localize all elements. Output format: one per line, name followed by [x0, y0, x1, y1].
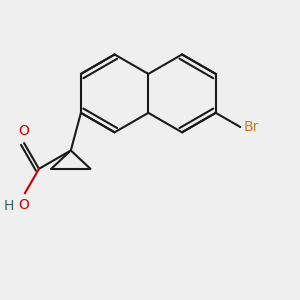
Text: O: O — [18, 198, 29, 212]
Text: O: O — [19, 124, 29, 138]
Text: Br: Br — [244, 120, 259, 134]
Text: H: H — [4, 199, 14, 213]
